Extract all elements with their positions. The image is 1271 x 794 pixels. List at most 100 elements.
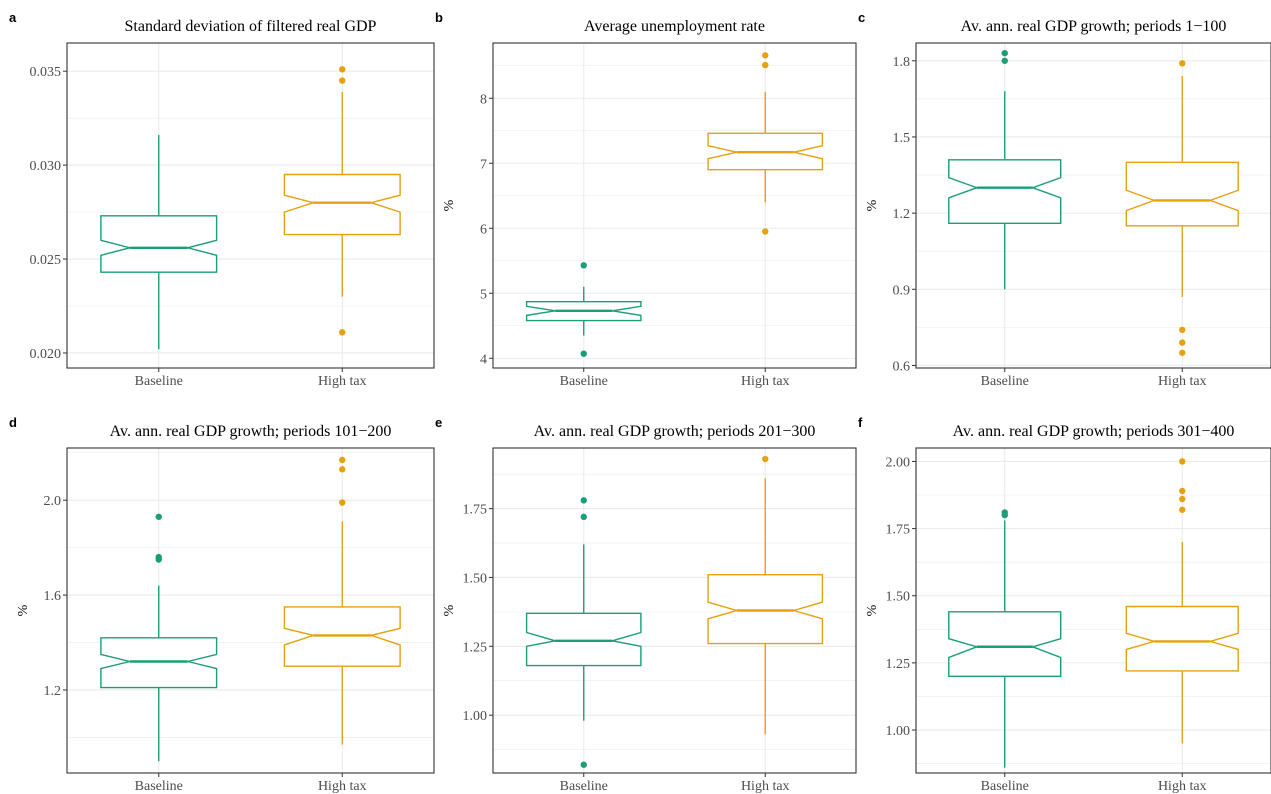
outlier-point <box>762 61 769 69</box>
outlier-point <box>762 228 769 235</box>
box-body <box>1125 605 1239 672</box>
panel-title: Av. ann. real GDP growth; periods 1−100 <box>961 18 1227 35</box>
box-baseline <box>525 262 642 357</box>
x-tick-label: High tax <box>741 374 790 389</box>
outlier-point <box>762 455 769 463</box>
x-tick-label: Baseline <box>981 779 1029 794</box>
y-tick-label: 1.6 <box>44 589 62 604</box>
x-tick-label: High tax <box>318 374 367 389</box>
x-tick-label: High tax <box>1158 779 1207 794</box>
y-axis-title: % <box>865 199 880 211</box>
outlier-point <box>1001 509 1008 516</box>
y-tick-label: 1.75 <box>463 503 488 518</box>
y-tick-label: 0.025 <box>30 253 62 268</box>
panel-letter: a <box>9 10 17 25</box>
panel-letter: d <box>9 415 17 430</box>
x-tick-label: Baseline <box>560 779 608 794</box>
outlier-point <box>155 553 162 561</box>
x-tick-label: Baseline <box>135 779 183 794</box>
y-tick-label: 1.25 <box>886 657 911 672</box>
y-tick-label: 1.50 <box>463 571 488 586</box>
y-tick-label: 4 <box>480 352 487 367</box>
outlier-point <box>1179 506 1186 513</box>
y-tick-label: 0.6 <box>893 359 911 374</box>
box-body <box>707 574 824 645</box>
panel-f: 1.00 1.25 1.50 1.75 2.00 Baseline High tax% Av.… <box>858 415 1271 794</box>
y-axis-title: % <box>865 604 880 616</box>
y-tick-label: 5 <box>480 287 487 302</box>
outlier-point <box>339 456 346 464</box>
outlier-point <box>339 77 346 84</box>
y-tick-label: 1.00 <box>886 724 911 739</box>
box-high-tax <box>1125 458 1239 744</box>
y-tick-label: 2.00 <box>886 455 911 470</box>
outlier-point <box>580 350 587 357</box>
x-tick-label: Baseline <box>981 374 1029 389</box>
panel-letter: c <box>858 10 865 25</box>
y-tick-label: 0.020 <box>30 347 62 362</box>
panel-c: 0.6 0.9 1.2 1.5 1.8 Baseline High tax% Av. ann.… <box>858 10 1271 389</box>
y-tick-label: 1.2 <box>44 684 62 699</box>
outlier-point <box>580 262 587 269</box>
box-body <box>948 159 1062 225</box>
outlier-point <box>1179 339 1186 346</box>
y-tick-label: 1.50 <box>886 590 911 605</box>
panel-border <box>66 42 435 369</box>
y-tick-label: 6 <box>480 222 487 237</box>
outlier-point <box>339 466 346 473</box>
outlier-point <box>580 513 587 521</box>
box-high-tax <box>707 455 824 735</box>
panel-letter: b <box>435 10 443 25</box>
y-tick-label: 0.035 <box>30 65 62 80</box>
panel-title: Av. ann. real GDP growth; periods 101−20… <box>110 423 392 440</box>
x-tick-label: High tax <box>741 779 790 794</box>
box-baseline <box>948 49 1062 290</box>
box-baseline <box>100 513 218 762</box>
outlier-point <box>580 497 587 504</box>
outlier-point <box>1179 326 1186 334</box>
y-tick-label: 2.0 <box>44 494 62 509</box>
box-body <box>525 612 642 667</box>
y-tick-label: 1.2 <box>893 207 911 222</box>
outlier-point <box>1001 57 1008 64</box>
panel-border <box>66 447 435 774</box>
x-tick-label: Baseline <box>560 374 608 389</box>
box-high-tax <box>283 456 401 745</box>
outlier-point <box>1001 49 1008 57</box>
box-body <box>283 173 401 236</box>
outlier-point <box>1179 487 1186 495</box>
outlier-point <box>339 499 346 506</box>
outlier-point <box>339 66 346 73</box>
box-body <box>1125 161 1239 227</box>
panel-border <box>915 42 1271 369</box>
panel-d: 1.2 1.6 2.0 Baseline High tax% Av. ann. real … <box>9 415 435 794</box>
panel-title: Av. ann. real GDP growth; periods 201−30… <box>534 423 816 440</box>
box-baseline <box>100 135 218 350</box>
x-tick-label: High tax <box>318 779 367 794</box>
outlier-point <box>339 329 346 336</box>
y-tick-label: 1.5 <box>893 131 911 146</box>
box-high-tax <box>707 52 824 235</box>
box-body <box>100 215 218 273</box>
box-baseline <box>948 509 1062 768</box>
outlier-point <box>580 761 587 768</box>
panel-border <box>915 447 1271 774</box>
y-axis-title: % <box>442 199 457 211</box>
box-high-tax <box>1125 60 1239 356</box>
x-tick-label: Baseline <box>135 374 183 389</box>
outlier-point <box>1179 458 1186 465</box>
y-tick-label: 1.8 <box>893 55 911 70</box>
panel-a: 0.020 0.025 0.030 0.035 Baseline High tax Stan… <box>9 10 435 389</box>
outlier-point <box>1179 349 1186 356</box>
outlier-point <box>1179 495 1186 503</box>
panel-letter: f <box>858 415 863 430</box>
y-tick-label: 0.9 <box>893 283 911 298</box>
outlier-point <box>1179 60 1186 67</box>
y-tick-label: 1.75 <box>886 523 911 538</box>
y-axis-title: % <box>16 604 31 616</box>
panel-b: 4 5 6 7 8 Baseline High tax% Average unemployme… <box>435 10 857 389</box>
panel-title: Average unemployment rate <box>584 18 765 35</box>
y-tick-label: 1.25 <box>463 640 488 655</box>
panel-title: Standard deviation of filtered real GDP <box>125 18 377 35</box>
